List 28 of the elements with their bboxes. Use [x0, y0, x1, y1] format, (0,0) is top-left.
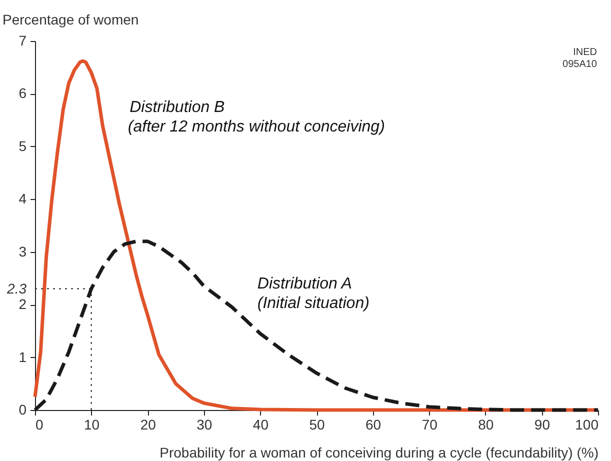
y-tick-label: 5: [18, 138, 27, 154]
x-tick-label: 100: [575, 416, 599, 432]
series-label: Distribution B: [130, 98, 226, 116]
x-tick-label: 80: [478, 416, 494, 432]
y-tick-label: 3: [18, 243, 27, 260]
y-tick-label: 2.3: [6, 280, 27, 296]
x-tick-label: 50: [309, 416, 325, 432]
y-tick-label: 0: [18, 402, 27, 418]
annotation: INED: [573, 47, 597, 58]
x-tick-label: 40: [252, 416, 269, 432]
annotation: (Initial situation): [257, 294, 370, 312]
annotation: (after 12 months without conceiving): [128, 118, 385, 136]
y-tick-label: 2: [18, 296, 27, 312]
y-tick-label: 1: [18, 348, 27, 365]
y-axis-title: Percentage of women: [2, 12, 139, 28]
x-tick-label: 0: [36, 416, 44, 432]
x-tick-label: 20: [140, 416, 156, 432]
x-tick-label: 60: [366, 416, 382, 432]
series-label: Distribution A: [257, 275, 352, 292]
x-tick-label: 90: [534, 416, 550, 432]
x-axis-title: Probability for a woman of conceiving during a cycle (fecundability) (%): [160, 444, 598, 460]
x-tick-label: 70: [422, 416, 438, 432]
y-tick-label: 7: [18, 32, 27, 48]
annotation: 095A10: [562, 59, 598, 70]
y-tick-label: 4: [18, 190, 27, 207]
x-tick-label: 10: [84, 416, 100, 432]
y-tick-label: 6: [18, 85, 27, 102]
x-tick-label: 30: [196, 416, 212, 432]
